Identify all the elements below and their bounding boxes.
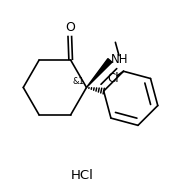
Text: O: O [65, 20, 75, 34]
Text: HCl: HCl [71, 168, 93, 182]
Polygon shape [86, 59, 112, 87]
Text: &1: &1 [72, 77, 84, 86]
Text: NH: NH [111, 53, 129, 66]
Text: Cl: Cl [108, 72, 119, 85]
